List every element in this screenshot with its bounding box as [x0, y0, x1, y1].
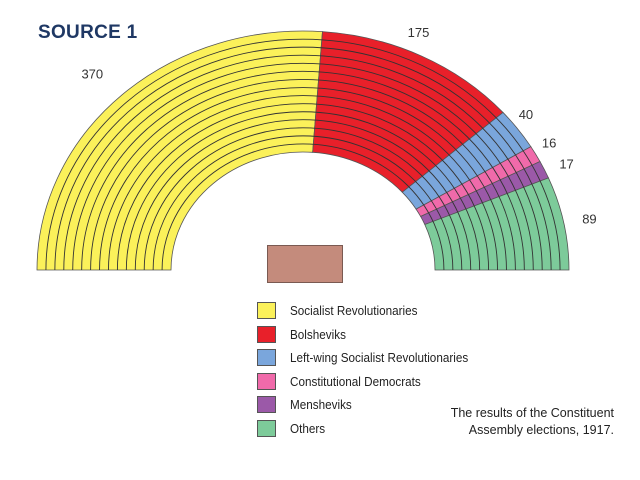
row-line — [99, 87, 507, 271]
row-line — [72, 63, 534, 271]
row-line — [152, 135, 454, 271]
row-line — [134, 119, 472, 271]
chart-segment — [424, 177, 570, 271]
legend-label: Constitutional Democrats — [290, 373, 421, 389]
legend-swatch — [257, 419, 276, 437]
chart-caption: The results of the Constituent Assembly … — [451, 405, 614, 439]
seat-count-label: 40 — [519, 107, 533, 122]
legend-item-left-sr: Left-wing Socialist Revolutionaries — [257, 346, 488, 370]
legend-item-others: Others — [257, 417, 488, 441]
row-line — [54, 46, 552, 271]
row-line — [125, 111, 481, 271]
legend-label: Socialist Revolutionaries — [290, 303, 418, 319]
row-line — [81, 70, 525, 271]
seat-count-label: 16 — [542, 136, 556, 151]
legend: Socialist Revolutionaries Bolsheviks Lef… — [257, 299, 488, 440]
legend-swatch — [257, 396, 276, 414]
legend-swatch — [257, 349, 276, 367]
speaker-podium — [267, 245, 343, 283]
legend-swatch — [257, 325, 276, 343]
caption-line-1: The results of the Constituent — [450, 406, 614, 420]
legend-item-socialist-revolutionaries: Socialist Revolutionaries — [257, 299, 488, 323]
row-line — [116, 103, 490, 271]
row-line — [63, 54, 543, 271]
legend-item-bolsheviks: Bolsheviks — [257, 323, 488, 347]
seat-count-label: 370 — [81, 67, 103, 82]
legend-label: Left-wing Socialist Revolutionaries — [290, 350, 469, 366]
legend-swatch — [257, 302, 276, 320]
row-line — [90, 79, 516, 271]
chart-segments — [36, 30, 570, 271]
legend-swatch — [257, 372, 276, 390]
row-line — [45, 38, 561, 271]
chart-segment — [312, 31, 504, 193]
chart-segment — [36, 30, 323, 271]
seat-count-label: 17 — [559, 156, 573, 171]
seat-count-label: 175 — [408, 25, 430, 40]
chart-row-lines — [45, 38, 561, 271]
legend-label: Bolsheviks — [290, 326, 346, 342]
legend-item-constitutional-democrats: Constitutional Democrats — [257, 370, 488, 394]
row-line — [108, 95, 498, 271]
legend-label: Mensheviks — [290, 397, 352, 413]
row-line — [161, 143, 445, 271]
caption-line-2: Assembly elections, 1917. — [468, 423, 614, 437]
legend-label: Others — [290, 420, 326, 436]
source-title: SOURCE 1 — [38, 22, 138, 43]
row-line — [143, 127, 463, 271]
seat-count-label: 89 — [582, 211, 596, 226]
legend-item-mensheviks: Mensheviks — [257, 393, 488, 417]
